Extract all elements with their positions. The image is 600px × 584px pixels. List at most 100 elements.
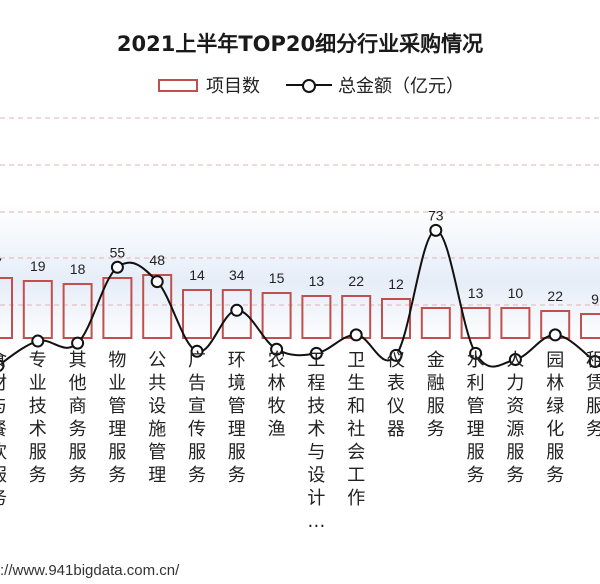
line-point <box>31 334 45 348</box>
category-label-char: 园 <box>546 350 564 371</box>
category-label-char: 务 <box>108 465 126 486</box>
line-value-label: 10 <box>508 285 524 301</box>
category-label-char: … <box>307 511 325 532</box>
category-label-char: 务 <box>228 465 246 486</box>
category-label-char: 管 <box>467 396 485 417</box>
category-label-char: 计 <box>307 488 325 509</box>
line-value-label: 7 <box>0 255 2 271</box>
line-point <box>469 346 483 360</box>
category-label-char: 融 <box>427 373 445 394</box>
category-label-char: 务 <box>546 465 564 486</box>
category-label-char: 人 <box>506 350 524 371</box>
category-label-char: 他 <box>69 373 87 394</box>
line-point <box>230 303 244 317</box>
category-label-char: 牧 <box>268 396 286 417</box>
line-point <box>110 260 124 274</box>
category-label-char: 服 <box>188 442 206 463</box>
line-value-label: 22 <box>348 273 364 289</box>
category-label-char: 赁 <box>586 373 600 394</box>
category-label-char: 务 <box>427 419 445 440</box>
line-value-label: 13 <box>309 273 325 289</box>
category-label-char: 理 <box>148 465 166 486</box>
category-label-char: 程 <box>307 373 325 394</box>
category-label-char: 林 <box>268 373 286 394</box>
category-label-char: 公 <box>148 350 166 371</box>
category-label-char: 务 <box>69 419 87 440</box>
category-label-char: 管 <box>228 396 246 417</box>
category-label-char: 术 <box>29 419 47 440</box>
category-label-char: 社 <box>347 419 365 440</box>
line-value-label: 9 <box>591 291 599 307</box>
line-value-label: 14 <box>189 267 205 283</box>
category-label-char: 服 <box>228 442 246 463</box>
category-label-char: 理 <box>228 419 246 440</box>
category-label-char: 业 <box>29 373 47 394</box>
category-label-char: 绿 <box>546 396 564 417</box>
category-label-char: 表 <box>387 373 405 394</box>
category-label-char: 环 <box>228 350 246 371</box>
category-label-char: 作 <box>347 488 365 509</box>
line-series: 7 19 18 55 48 14 34 15 13 22 12 73 13 10 22 9 <box>0 207 600 372</box>
category-label-char: 告 <box>188 373 206 394</box>
bar <box>0 277 13 339</box>
line-value-label: 13 <box>468 285 484 301</box>
category-label-char: 术 <box>307 419 325 440</box>
line-point <box>389 348 403 362</box>
legend-bar-label: 项目数 <box>206 76 260 97</box>
line-point <box>309 346 323 360</box>
line-value-label: 15 <box>269 270 285 286</box>
category-label-char: 食 <box>0 350 7 371</box>
line-point <box>190 344 204 358</box>
line-value-label: 55 <box>110 244 126 260</box>
category-label-char: 务 <box>188 465 206 486</box>
line-point <box>0 359 5 372</box>
category-label-char: 与 <box>307 442 325 463</box>
bar <box>420 307 451 339</box>
category-label-char: 餐 <box>0 419 7 440</box>
bar <box>580 313 600 339</box>
category-label-char: 林 <box>546 373 564 394</box>
category-label-char: 服 <box>29 442 47 463</box>
legend: 项目数 总金额（亿元） <box>158 74 464 97</box>
category-label-char: 服 <box>586 396 600 417</box>
line-value-label: 22 <box>547 288 563 304</box>
bar <box>381 298 411 339</box>
line-point <box>71 336 85 350</box>
category-label-char: 广 <box>188 350 206 371</box>
category-label-char: 仪 <box>387 350 405 371</box>
category-label-char: 力 <box>506 373 524 394</box>
footer-url: ://www.941bigdata.com.cn/ <box>0 562 180 579</box>
category-label-char: 利 <box>467 373 485 394</box>
line-point <box>349 328 363 342</box>
category-label-char: 宣 <box>188 396 206 417</box>
legend-line-swatch <box>286 77 332 93</box>
category-label-char: 理 <box>108 419 126 440</box>
line-point <box>508 353 522 366</box>
category-labels: 食材与餐饮服务专业技术服务其他商务服务物业管理服务公共设施管理广告宣传服务环境管… <box>0 350 600 532</box>
category-label-char: 施 <box>148 419 166 440</box>
category-label-char: 技 <box>307 396 325 417</box>
category-label-char: 服 <box>467 442 485 463</box>
category-label-char: 金 <box>427 350 445 371</box>
line-value-label: 48 <box>149 252 165 268</box>
category-label-char: 农 <box>268 350 286 371</box>
category-label-char: 务 <box>467 465 485 486</box>
line-point <box>429 223 443 237</box>
category-label-char: 工 <box>347 465 365 486</box>
legend-line-label: 总金额（亿元） <box>338 76 464 97</box>
bar <box>261 292 292 339</box>
bar <box>102 277 133 339</box>
category-label-char: 服 <box>427 396 445 417</box>
category-label-char: 理 <box>467 419 485 440</box>
category-label-char: 服 <box>108 442 126 463</box>
line-value-label: 73 <box>428 207 444 223</box>
category-label-char: 商 <box>69 396 87 417</box>
category-label-char: 材 <box>0 373 7 394</box>
line-value-label: 34 <box>229 267 245 283</box>
grid-lines <box>0 117 600 306</box>
category-label-char: 租 <box>586 350 600 371</box>
category-label-char: 饮 <box>0 442 7 463</box>
category-label-char: 与 <box>0 396 7 417</box>
bar <box>301 295 332 339</box>
